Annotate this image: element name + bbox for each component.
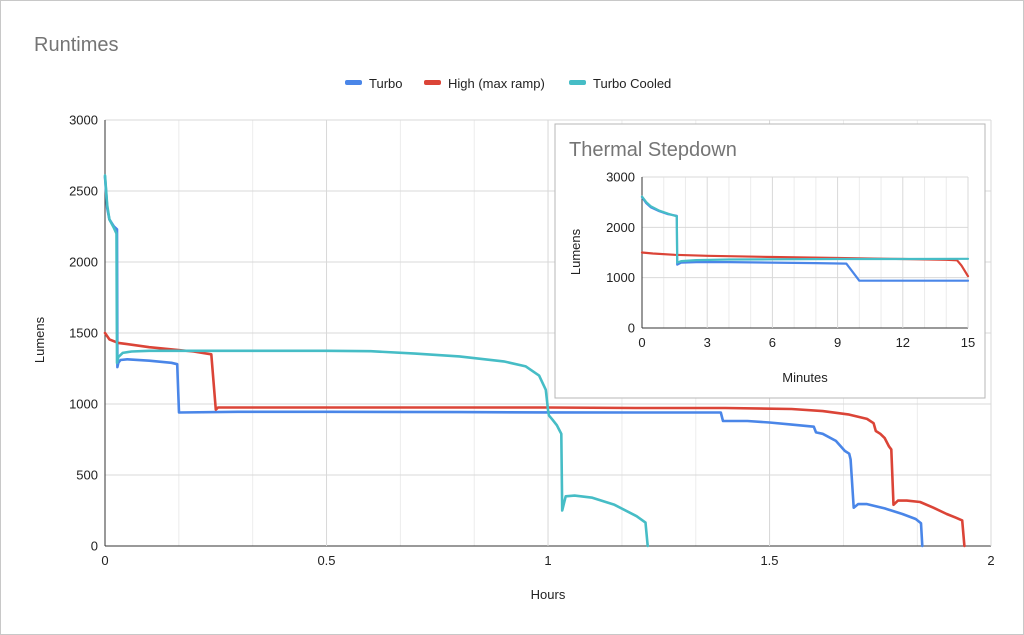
inset-y-axis-title: Lumens (568, 228, 583, 275)
series-line-turbo-cooled (640, 195, 970, 264)
y-tick-label: 1000 (606, 270, 635, 285)
inset-x-axis-title: Minutes (782, 370, 828, 385)
y-tick-label: 3000 (69, 113, 98, 128)
legend: Turbo High (max ramp) Turbo Cooled (345, 76, 671, 91)
legend-swatch-high (424, 80, 441, 85)
x-tick-label: 9 (834, 335, 841, 350)
x-tick-label: 0.5 (317, 553, 335, 568)
legend-label-high: High (max ramp) (448, 76, 545, 91)
legend-label-turbo: Turbo (369, 76, 402, 91)
x-tick-label: 6 (769, 335, 776, 350)
x-tick-label: 15 (961, 335, 975, 350)
x-tick-label: 0 (101, 553, 108, 568)
x-tick-label: 2 (987, 553, 994, 568)
legend-swatch-turbo (345, 80, 362, 85)
legend-label-turbo-cooled: Turbo Cooled (593, 76, 671, 91)
y-tick-label: 0 (628, 321, 635, 336)
x-tick-label: 3 (704, 335, 711, 350)
inset-chart-title: Thermal Stepdown (569, 139, 737, 161)
inset-panel (554, 123, 986, 399)
series-line-turbo (103, 175, 924, 548)
x-tick-label: 1 (544, 553, 551, 568)
y-tick-label: 2000 (606, 220, 635, 235)
series-line-turbo-cooled (103, 174, 649, 548)
legend-swatch-turbo-cooled (569, 80, 586, 85)
main-chart-title: Runtimes (34, 34, 118, 56)
x-tick-label: 12 (896, 335, 910, 350)
y-tick-label: 2000 (69, 255, 98, 270)
x-tick-label: 1.5 (760, 553, 778, 568)
main-x-axis-title: Hours (531, 587, 566, 602)
y-tick-label: 1000 (69, 397, 98, 412)
y-tick-label: 500 (76, 468, 98, 483)
inset-plot-area: 0 1000 2000 3000 0 3 6 9 12 15 (606, 170, 975, 351)
x-tick-label: 0 (638, 335, 645, 350)
y-tick-label: 2500 (69, 184, 98, 199)
main-y-axis-title: Lumens (32, 316, 47, 363)
y-tick-label: 1500 (69, 326, 98, 341)
y-tick-label: 0 (91, 539, 98, 554)
series-line-high-max-ramp (103, 331, 966, 548)
y-tick-label: 3000 (606, 170, 635, 185)
